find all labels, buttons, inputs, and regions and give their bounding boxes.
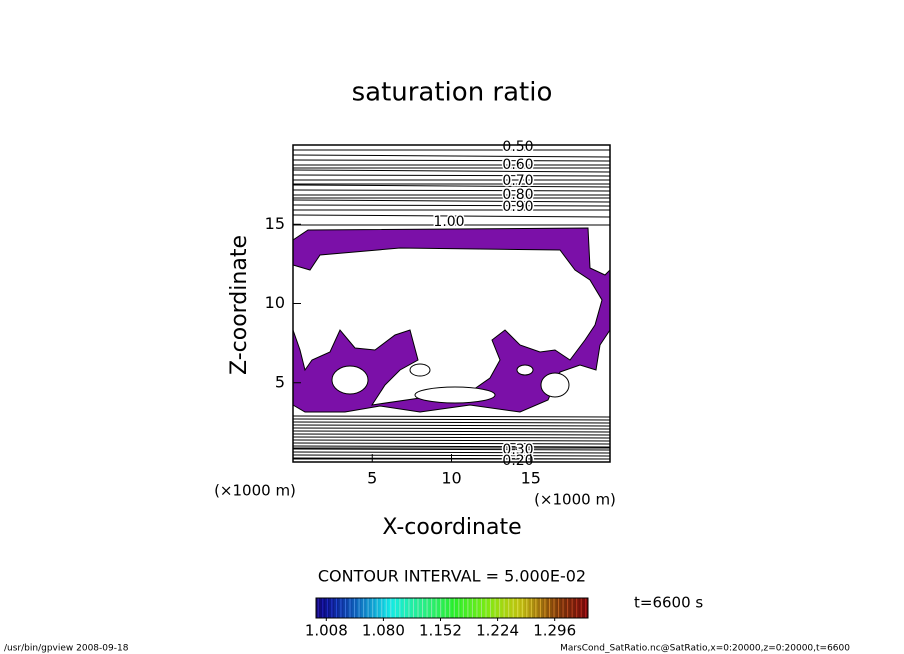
- unsaturated-island: [516, 364, 534, 376]
- contour-line: [292, 214, 611, 218]
- contour-line: [292, 421, 611, 424]
- footer-left: /usr/bin/gpview 2008-09-18: [4, 644, 129, 654]
- contour-line: [292, 424, 611, 427]
- colorbar-frame: [315, 597, 589, 619]
- contour-line: [292, 427, 611, 430]
- time-label: t=6600 s: [634, 594, 703, 612]
- unsaturated-island: [331, 365, 369, 395]
- contour-line: [292, 433, 611, 436]
- x-unit: (×1000 m): [534, 491, 616, 509]
- x-tick-label: 10: [441, 469, 461, 488]
- contour-line: [292, 184, 611, 188]
- contour-label: 0.20: [502, 453, 533, 469]
- contour-line: [292, 204, 611, 207]
- contour-label: 1.00: [433, 214, 464, 230]
- colorbar-tick-label: 1.224: [476, 622, 519, 640]
- contour-label: 0.50: [502, 139, 533, 155]
- contour-label: 0.70: [502, 173, 533, 189]
- contour-interval: CONTOUR INTERVAL = 5.000E-02: [318, 567, 586, 586]
- chart-title: saturation ratio: [352, 78, 553, 108]
- contour-line: [292, 199, 611, 203]
- contour-line: [292, 415, 611, 418]
- contour-line: [292, 439, 611, 442]
- unsaturated-island: [540, 372, 570, 398]
- contour-line: [292, 442, 611, 445]
- contour-label: 0.90: [502, 199, 533, 215]
- contour-label: 0.30: [502, 442, 533, 458]
- contour-line: [292, 445, 611, 448]
- colorbar-tick-label: 1.296: [533, 622, 576, 640]
- contour-line: [292, 154, 611, 158]
- contour-line: [292, 430, 611, 433]
- unsaturated-island: [409, 363, 431, 377]
- contour-line: [292, 448, 611, 451]
- contour-line: [292, 159, 611, 162]
- colorbar: 1.008 1.080 1.152 1.224 1.296: [305, 597, 589, 640]
- unsaturated-island: [414, 386, 496, 404]
- y-unit: (×1000 m): [214, 482, 296, 500]
- contour-line: [292, 436, 611, 439]
- colorbar-tick-label: 1.080: [362, 622, 405, 640]
- x-tick-label: 15: [521, 469, 541, 488]
- footer-right: MarsCond_SatRatio.nc@SatRatio,x=0:20000,…: [560, 644, 850, 654]
- contour-line: [292, 174, 611, 177]
- y-tick-label: 15: [265, 214, 285, 233]
- plot-frame: [292, 144, 611, 463]
- x-axis-label: X-coordinate: [382, 515, 521, 540]
- plot-area: 0.50 0.600.700.800.90 1.00 0.300.20 5 10 15 5 10…: [265, 138, 611, 488]
- colorbar-tick-label: 1.152: [419, 622, 462, 640]
- y-tick-label: 5: [275, 372, 285, 391]
- contour-line: [292, 451, 611, 454]
- y-axis-label: Z-coordinate: [227, 235, 252, 375]
- x-tick-label: 5: [367, 469, 377, 488]
- contour-label: 0.80: [502, 187, 533, 203]
- contour-line: [292, 169, 611, 173]
- contour-line: [292, 189, 611, 192]
- y-tick-label: 10: [265, 293, 285, 312]
- contour-label: 0.60: [502, 157, 533, 173]
- colorbar-tick-label: 1.008: [305, 622, 348, 640]
- contour-line: [292, 418, 611, 421]
